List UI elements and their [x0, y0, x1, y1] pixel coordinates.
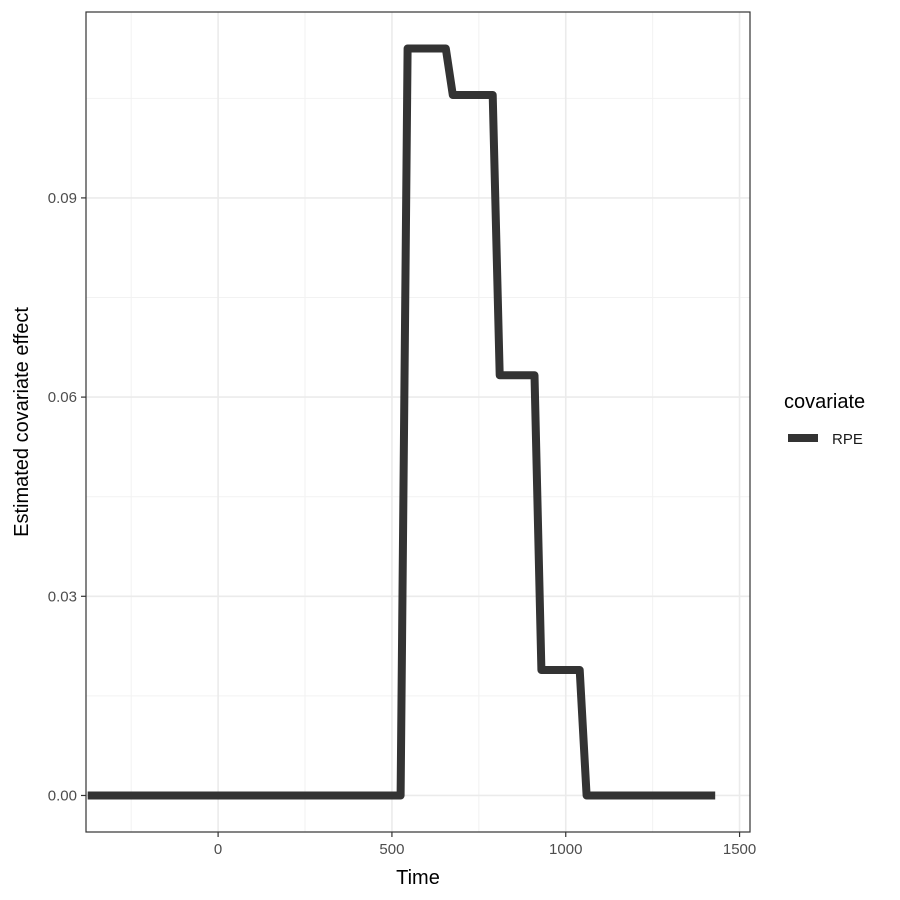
y-axis-title: Estimated covariate effect [11, 307, 33, 537]
legend-title: covariate [784, 391, 865, 413]
x-tick-label: 500 [379, 841, 404, 858]
panel-border [85, 11, 751, 833]
series-line-rpe [87, 44, 716, 800]
x-tick-label: 0 [214, 841, 222, 858]
x-axis-title: Time [396, 867, 440, 889]
x-tick-label: 1500 [723, 841, 756, 858]
legend-label-rpe: RPE [832, 431, 863, 448]
legend: covariate RPE [784, 391, 865, 448]
grid-minor [86, 12, 750, 832]
y-axis: 0.00 0.03 0.06 0.09 [48, 190, 86, 804]
y-tick-label: 0.06 [48, 389, 77, 406]
panel-background [86, 12, 750, 832]
x-axis: 0 500 1000 1500 [214, 832, 756, 858]
y-tick-label: 0.03 [48, 588, 77, 605]
y-tick-label: 0.00 [48, 787, 77, 804]
y-tick-label: 0.09 [48, 190, 77, 207]
x-tick-label: 1000 [549, 841, 582, 858]
series-layer [87, 44, 716, 800]
